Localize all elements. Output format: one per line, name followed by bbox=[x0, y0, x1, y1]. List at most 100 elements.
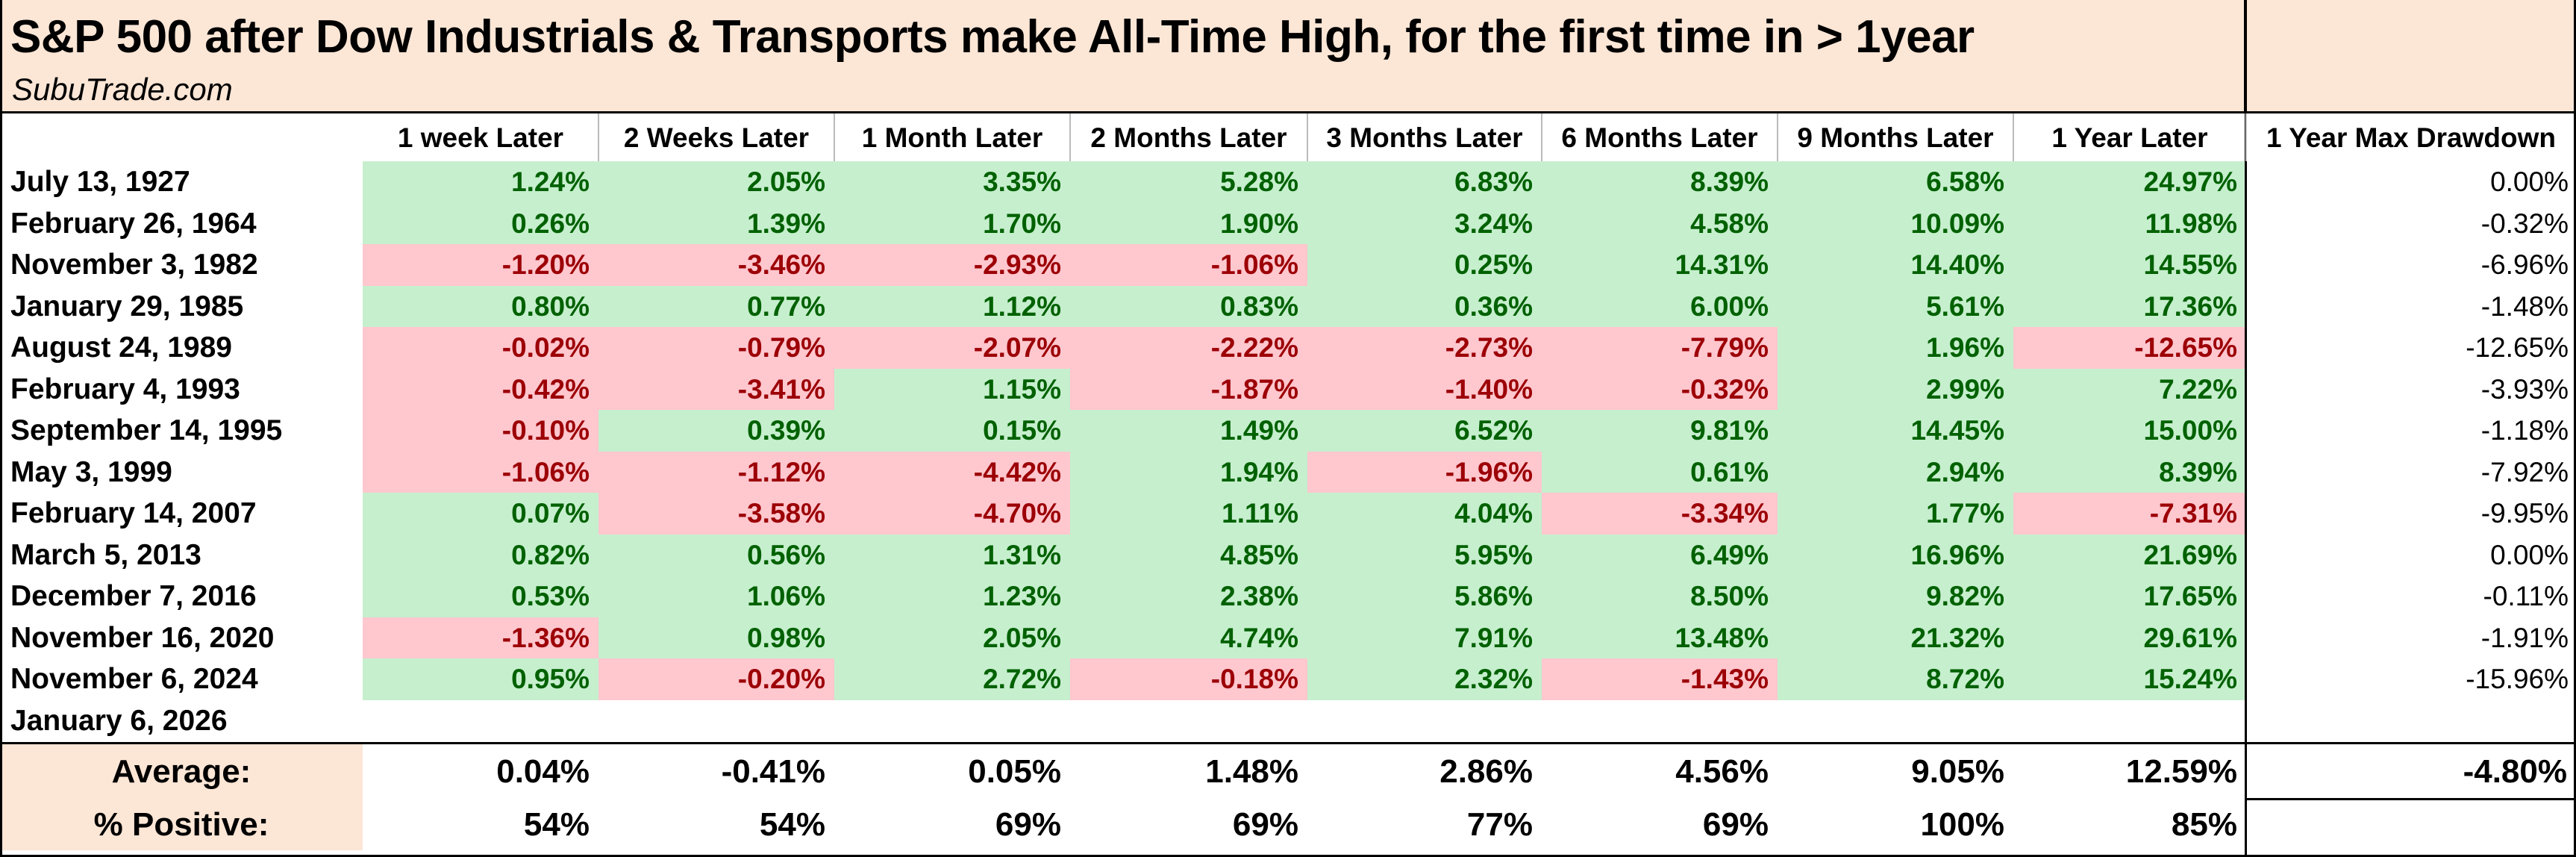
positive-value: 54% bbox=[523, 806, 590, 843]
return-cell: -0.18% bbox=[1070, 658, 1307, 700]
return-cell: 0.77% bbox=[598, 285, 834, 327]
return-cell: -0.20% bbox=[598, 658, 834, 700]
column-header: 9 Months Later bbox=[1797, 122, 1994, 153]
return-cell: 1.70% bbox=[834, 202, 1070, 244]
column-header: 2 Months Later bbox=[1090, 122, 1287, 153]
drawdown-cell: 0.00% bbox=[2490, 539, 2569, 570]
average-value: 1.48% bbox=[1205, 753, 1298, 790]
return-cell: 1.15% bbox=[834, 368, 1070, 410]
return-cell: 8.50% bbox=[1542, 576, 1778, 617]
return-cell: 14.40% bbox=[1778, 244, 2013, 286]
drawdown-cell: -12.65% bbox=[2466, 332, 2569, 364]
summary-divider bbox=[0, 742, 2576, 744]
return-cell: 0.95% bbox=[363, 658, 598, 700]
return-cell: 17.36% bbox=[2013, 285, 2246, 327]
return-cell: -1.87% bbox=[1070, 368, 1307, 410]
return-cell: 0.15% bbox=[834, 410, 1070, 452]
column-divider bbox=[1069, 113, 1071, 161]
row-date-label: May 3, 1999 bbox=[10, 455, 172, 488]
return-cell: 1.49% bbox=[1070, 410, 1307, 452]
drawdown-cell: -0.11% bbox=[2483, 581, 2569, 612]
column-header: 3 Months Later bbox=[1326, 122, 1523, 153]
positive-value: 69% bbox=[1232, 806, 1298, 843]
return-cell: -3.34% bbox=[1542, 493, 1778, 535]
return-cell: 15.24% bbox=[2013, 658, 2246, 700]
table-title: S&P 500 after Dow Industrials & Transpor… bbox=[10, 11, 1975, 63]
return-cell: 0.82% bbox=[363, 534, 598, 576]
positive-value: 77% bbox=[1466, 806, 1533, 843]
positive-value: 85% bbox=[2171, 806, 2237, 843]
column-divider bbox=[1307, 113, 1308, 161]
return-cell: 0.26% bbox=[363, 202, 598, 244]
column-header: 2 Weeks Later bbox=[623, 122, 810, 153]
return-cell: -0.02% bbox=[363, 327, 598, 369]
return-cell: 16.96% bbox=[1778, 534, 2013, 576]
return-cell: -12.65% bbox=[2013, 327, 2246, 369]
return-cell: 1.24% bbox=[363, 161, 598, 203]
return-cell: 1.39% bbox=[598, 202, 834, 244]
row-date-label: February 4, 1993 bbox=[10, 373, 240, 405]
return-cell: -2.22% bbox=[1070, 327, 1307, 369]
return-cell: 2.94% bbox=[1778, 451, 2013, 493]
drawdown-cell: -15.96% bbox=[2466, 664, 2569, 695]
return-cell: 5.28% bbox=[1070, 161, 1307, 203]
return-cell: 1.06% bbox=[598, 576, 834, 617]
table-border bbox=[2245, 0, 2247, 857]
column-header: 6 Months Later bbox=[1561, 122, 1758, 153]
drawdown-cell: -9.95% bbox=[2480, 498, 2569, 529]
row-date-label: November 6, 2024 bbox=[10, 663, 258, 696]
row-date-label: February 14, 2007 bbox=[10, 497, 257, 530]
return-cell: 2.99% bbox=[1778, 368, 2013, 410]
return-cell: 1.23% bbox=[834, 576, 1070, 617]
return-cell: 4.85% bbox=[1070, 534, 1307, 576]
return-cell: -2.07% bbox=[834, 327, 1070, 369]
return-cell: -1.96% bbox=[1307, 451, 1542, 493]
drawdown-cell: -1.91% bbox=[2480, 622, 2569, 653]
return-cell: 2.72% bbox=[834, 658, 1070, 700]
return-cell: 0.07% bbox=[363, 493, 598, 535]
column-header: 1 Year Max Drawdown bbox=[2266, 122, 2556, 153]
return-cell: 1.94% bbox=[1070, 451, 1307, 493]
return-cell: 7.91% bbox=[1307, 617, 1542, 658]
row-date-label: March 5, 2013 bbox=[10, 538, 201, 571]
positive-value: 69% bbox=[995, 806, 1061, 843]
title-banner: S&P 500 after Dow Industrials & Transpor… bbox=[0, 0, 2246, 113]
return-cell: 2.32% bbox=[1307, 658, 1542, 700]
column-divider bbox=[2013, 113, 2014, 161]
column-divider bbox=[1541, 113, 1542, 161]
table-border bbox=[0, 111, 2246, 113]
row-date-label: July 13, 1927 bbox=[10, 166, 190, 199]
return-cell: 1.90% bbox=[1070, 202, 1307, 244]
return-cell: 21.69% bbox=[2013, 534, 2246, 576]
return-cell: -0.42% bbox=[363, 368, 598, 410]
positive-value: 100% bbox=[1920, 806, 2004, 843]
average-value: 12.59% bbox=[2125, 753, 2237, 790]
drawdown-cell: -6.96% bbox=[2480, 249, 2569, 281]
return-cell: 5.61% bbox=[1778, 285, 2013, 327]
return-cell: -1.36% bbox=[363, 617, 598, 658]
return-cell: 4.74% bbox=[1070, 617, 1307, 658]
return-cell: 17.65% bbox=[2013, 576, 2246, 617]
return-cell: -0.32% bbox=[1542, 368, 1778, 410]
return-cell: 29.61% bbox=[2013, 617, 2246, 658]
return-cell: 5.86% bbox=[1307, 576, 1542, 617]
return-cell: 14.45% bbox=[1778, 410, 2013, 452]
row-date-label: December 7, 2016 bbox=[10, 580, 257, 613]
column-header: 1 Month Later bbox=[861, 122, 1043, 153]
return-cell: 1.77% bbox=[1778, 493, 2013, 535]
drawdown-cell: 0.00% bbox=[2490, 166, 2569, 198]
return-cell: 6.49% bbox=[1542, 534, 1778, 576]
return-cell: -1.20% bbox=[363, 244, 598, 286]
return-cell: 13.48% bbox=[1542, 617, 1778, 658]
average-label: Average: bbox=[0, 744, 363, 800]
row-date-label: February 26, 1964 bbox=[10, 207, 257, 240]
return-cell: 21.32% bbox=[1778, 617, 2013, 658]
positive-value: 69% bbox=[1702, 806, 1769, 843]
return-cell: 5.95% bbox=[1307, 534, 1542, 576]
drawdown-cell: -1.18% bbox=[2480, 415, 2569, 446]
average-value: 2.86% bbox=[1439, 753, 1533, 790]
return-cell: 6.00% bbox=[1542, 285, 1778, 327]
return-cell: -0.10% bbox=[363, 410, 598, 452]
return-cell: 0.36% bbox=[1307, 285, 1542, 327]
return-cell: 3.35% bbox=[834, 161, 1070, 203]
